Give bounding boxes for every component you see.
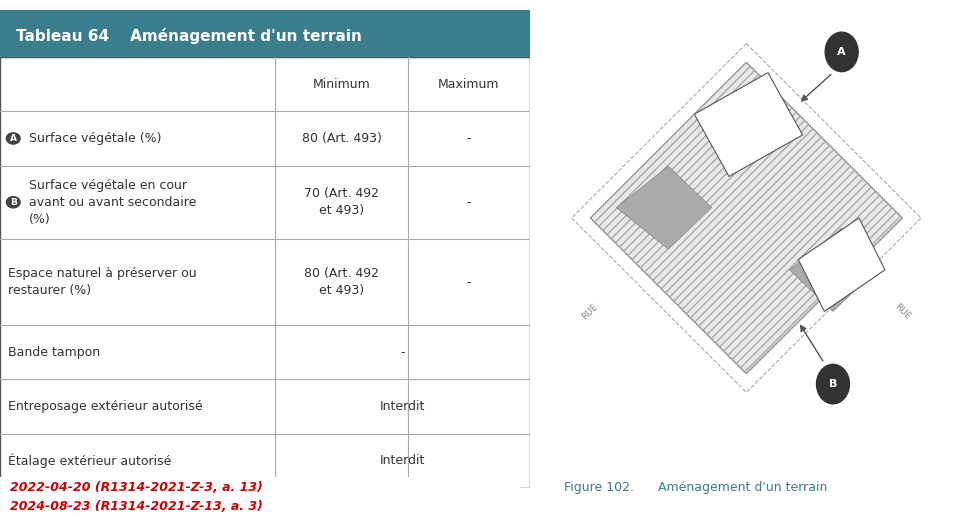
Text: Minimum: Minimum xyxy=(313,78,371,91)
Text: Étalage extérieur autorisé: Étalage extérieur autorisé xyxy=(8,454,171,468)
Text: Surface végétale en cour
avant ou avant secondaire
(%): Surface végétale en cour avant ou avant … xyxy=(29,179,196,226)
Text: Interdit: Interdit xyxy=(379,400,426,413)
Text: Tableau 64    Aménagement d'un terrain: Tableau 64 Aménagement d'un terrain xyxy=(15,29,362,44)
Text: 2022-04-20 (R1314-2021-Z-3, a. 13): 2022-04-20 (R1314-2021-Z-3, a. 13) xyxy=(11,481,263,495)
Text: 80 (Art. 492
et 493): 80 (Art. 492 et 493) xyxy=(304,267,379,297)
Text: Bande tampon: Bande tampon xyxy=(8,346,100,359)
Text: B: B xyxy=(829,379,837,389)
Text: Surface végétale (%): Surface végétale (%) xyxy=(29,132,162,145)
Text: Interdit: Interdit xyxy=(379,454,426,467)
Text: Maximum: Maximum xyxy=(438,78,500,91)
Text: Espace naturel à préserver ou
restaurer (%): Espace naturel à préserver ou restaurer … xyxy=(8,267,196,297)
Circle shape xyxy=(7,133,20,144)
Text: Entreposage extérieur autorisé: Entreposage extérieur autorisé xyxy=(8,400,202,413)
Text: 70 (Art. 492
et 493): 70 (Art. 492 et 493) xyxy=(304,187,379,217)
Circle shape xyxy=(817,364,849,404)
Text: 80 (Art. 493): 80 (Art. 493) xyxy=(301,132,381,145)
Text: A: A xyxy=(10,134,16,143)
Text: B: B xyxy=(10,198,16,207)
Polygon shape xyxy=(694,73,803,176)
Text: Figure 102.      Aménagement d'un terrain: Figure 102. Aménagement d'un terrain xyxy=(564,481,827,495)
Text: 2024-08-23 (R1314-2021-Z-13, a. 3): 2024-08-23 (R1314-2021-Z-13, a. 3) xyxy=(11,500,263,513)
Text: -: - xyxy=(466,132,471,145)
Text: -: - xyxy=(466,196,471,209)
Text: -: - xyxy=(466,276,471,289)
Polygon shape xyxy=(790,228,876,311)
Text: RUE: RUE xyxy=(893,302,912,321)
Text: RUE: RUE xyxy=(581,302,600,321)
Circle shape xyxy=(825,32,858,72)
Text: A: A xyxy=(838,47,846,57)
Polygon shape xyxy=(590,62,902,374)
Polygon shape xyxy=(798,218,885,311)
Circle shape xyxy=(7,197,20,208)
Text: -: - xyxy=(401,346,404,359)
Polygon shape xyxy=(616,166,712,249)
